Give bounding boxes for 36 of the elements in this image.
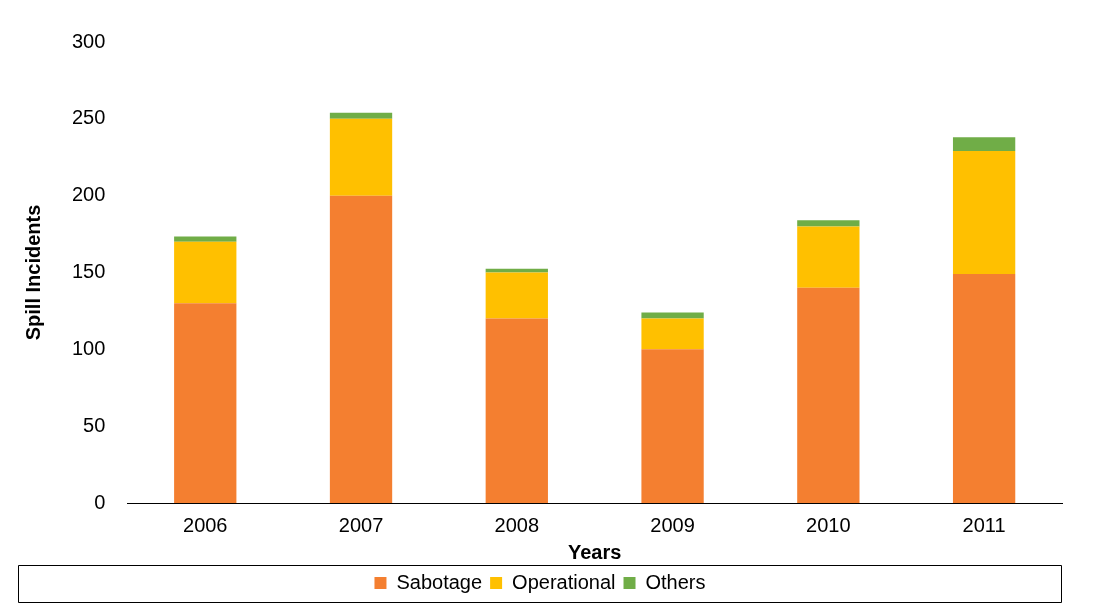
y-tick-label: 0 [94,490,106,513]
bar [485,268,548,273]
y-tick-label: 300 [71,29,106,52]
bar [797,287,860,503]
legend-label: Sabotage [396,570,483,593]
bar [485,272,548,319]
bar [641,312,704,319]
x-tick-label: 2007 [338,513,384,536]
bar [952,274,1016,503]
x-tick-label: 2010 [806,513,851,536]
y-axis-title: Spill Incidents [21,204,44,341]
bar [174,241,237,304]
bar [329,112,393,119]
bar [174,236,237,242]
x-axis-title: Years [567,540,622,563]
bar [329,195,393,503]
bar [797,226,860,288]
y-tick-label: 50 [83,413,106,436]
bar [952,151,1016,275]
bar [329,118,393,196]
bar [641,318,704,350]
y-tick-label: 200 [71,183,106,206]
bar [797,220,860,227]
x-tick-label: 2009 [650,513,695,536]
legend-label: Operational [512,570,616,593]
legend-label: Others [645,570,706,593]
x-tick-label: 2008 [494,513,540,536]
bar [174,303,237,503]
bar [485,318,548,503]
y-tick-label: 100 [71,336,106,359]
bar [952,137,1016,152]
y-tick-label: 150 [71,260,106,283]
bar [641,349,704,503]
y-tick-label: 250 [71,106,106,129]
x-tick-label: 2011 [962,513,1006,536]
x-tick-label: 2006 [183,513,228,536]
